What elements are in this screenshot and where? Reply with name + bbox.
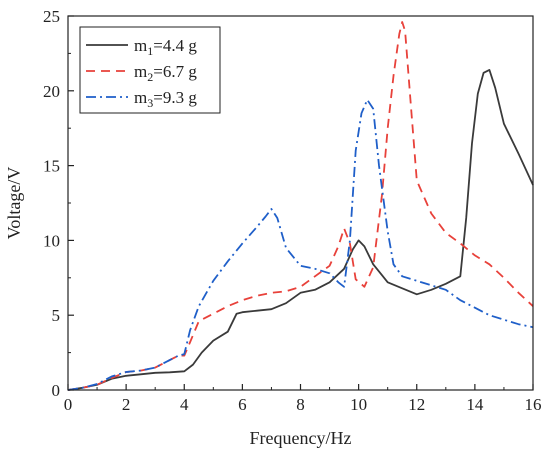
y-tick-label: 10: [43, 231, 60, 250]
x-tick-label: 4: [180, 395, 189, 414]
x-tick-label: 10: [350, 395, 367, 414]
y-tick-label: 5: [52, 306, 61, 325]
series-line-3: [67, 98, 534, 391]
x-tick-label: 16: [525, 395, 542, 414]
x-axis-title: Frequency/Hz: [250, 428, 352, 448]
series-line-1: [67, 69, 534, 391]
y-tick-label: 15: [43, 157, 60, 176]
y-axis-title: Voltage/V: [4, 167, 24, 240]
y-tick-label: 0: [52, 381, 61, 400]
legend: m1=4.4 g m2=6.7 g m3=9.3 g: [79, 26, 221, 114]
x-tick-label: 8: [296, 395, 305, 414]
legend-label-3: m3=9.3 g: [134, 88, 197, 110]
plot-series-group: [67, 21, 534, 391]
legend-label-2: m2=6.7 g: [134, 62, 197, 84]
legend-label-1: m1=4.4 g: [134, 36, 197, 58]
x-tick-label: 0: [64, 395, 73, 414]
x-tick-label: 14: [466, 395, 484, 414]
x-tick-label: 12: [408, 395, 425, 414]
y-tick-label: 25: [43, 7, 60, 26]
x-tick-label: 6: [238, 395, 247, 414]
y-tick-label: 20: [43, 82, 60, 101]
x-tick-label: 2: [122, 395, 131, 414]
axis-ticks-group: 0 2 4 6 8 10 12 14 16 0 5 10 15 20 25: [43, 7, 542, 414]
legend-box: [79, 26, 221, 114]
